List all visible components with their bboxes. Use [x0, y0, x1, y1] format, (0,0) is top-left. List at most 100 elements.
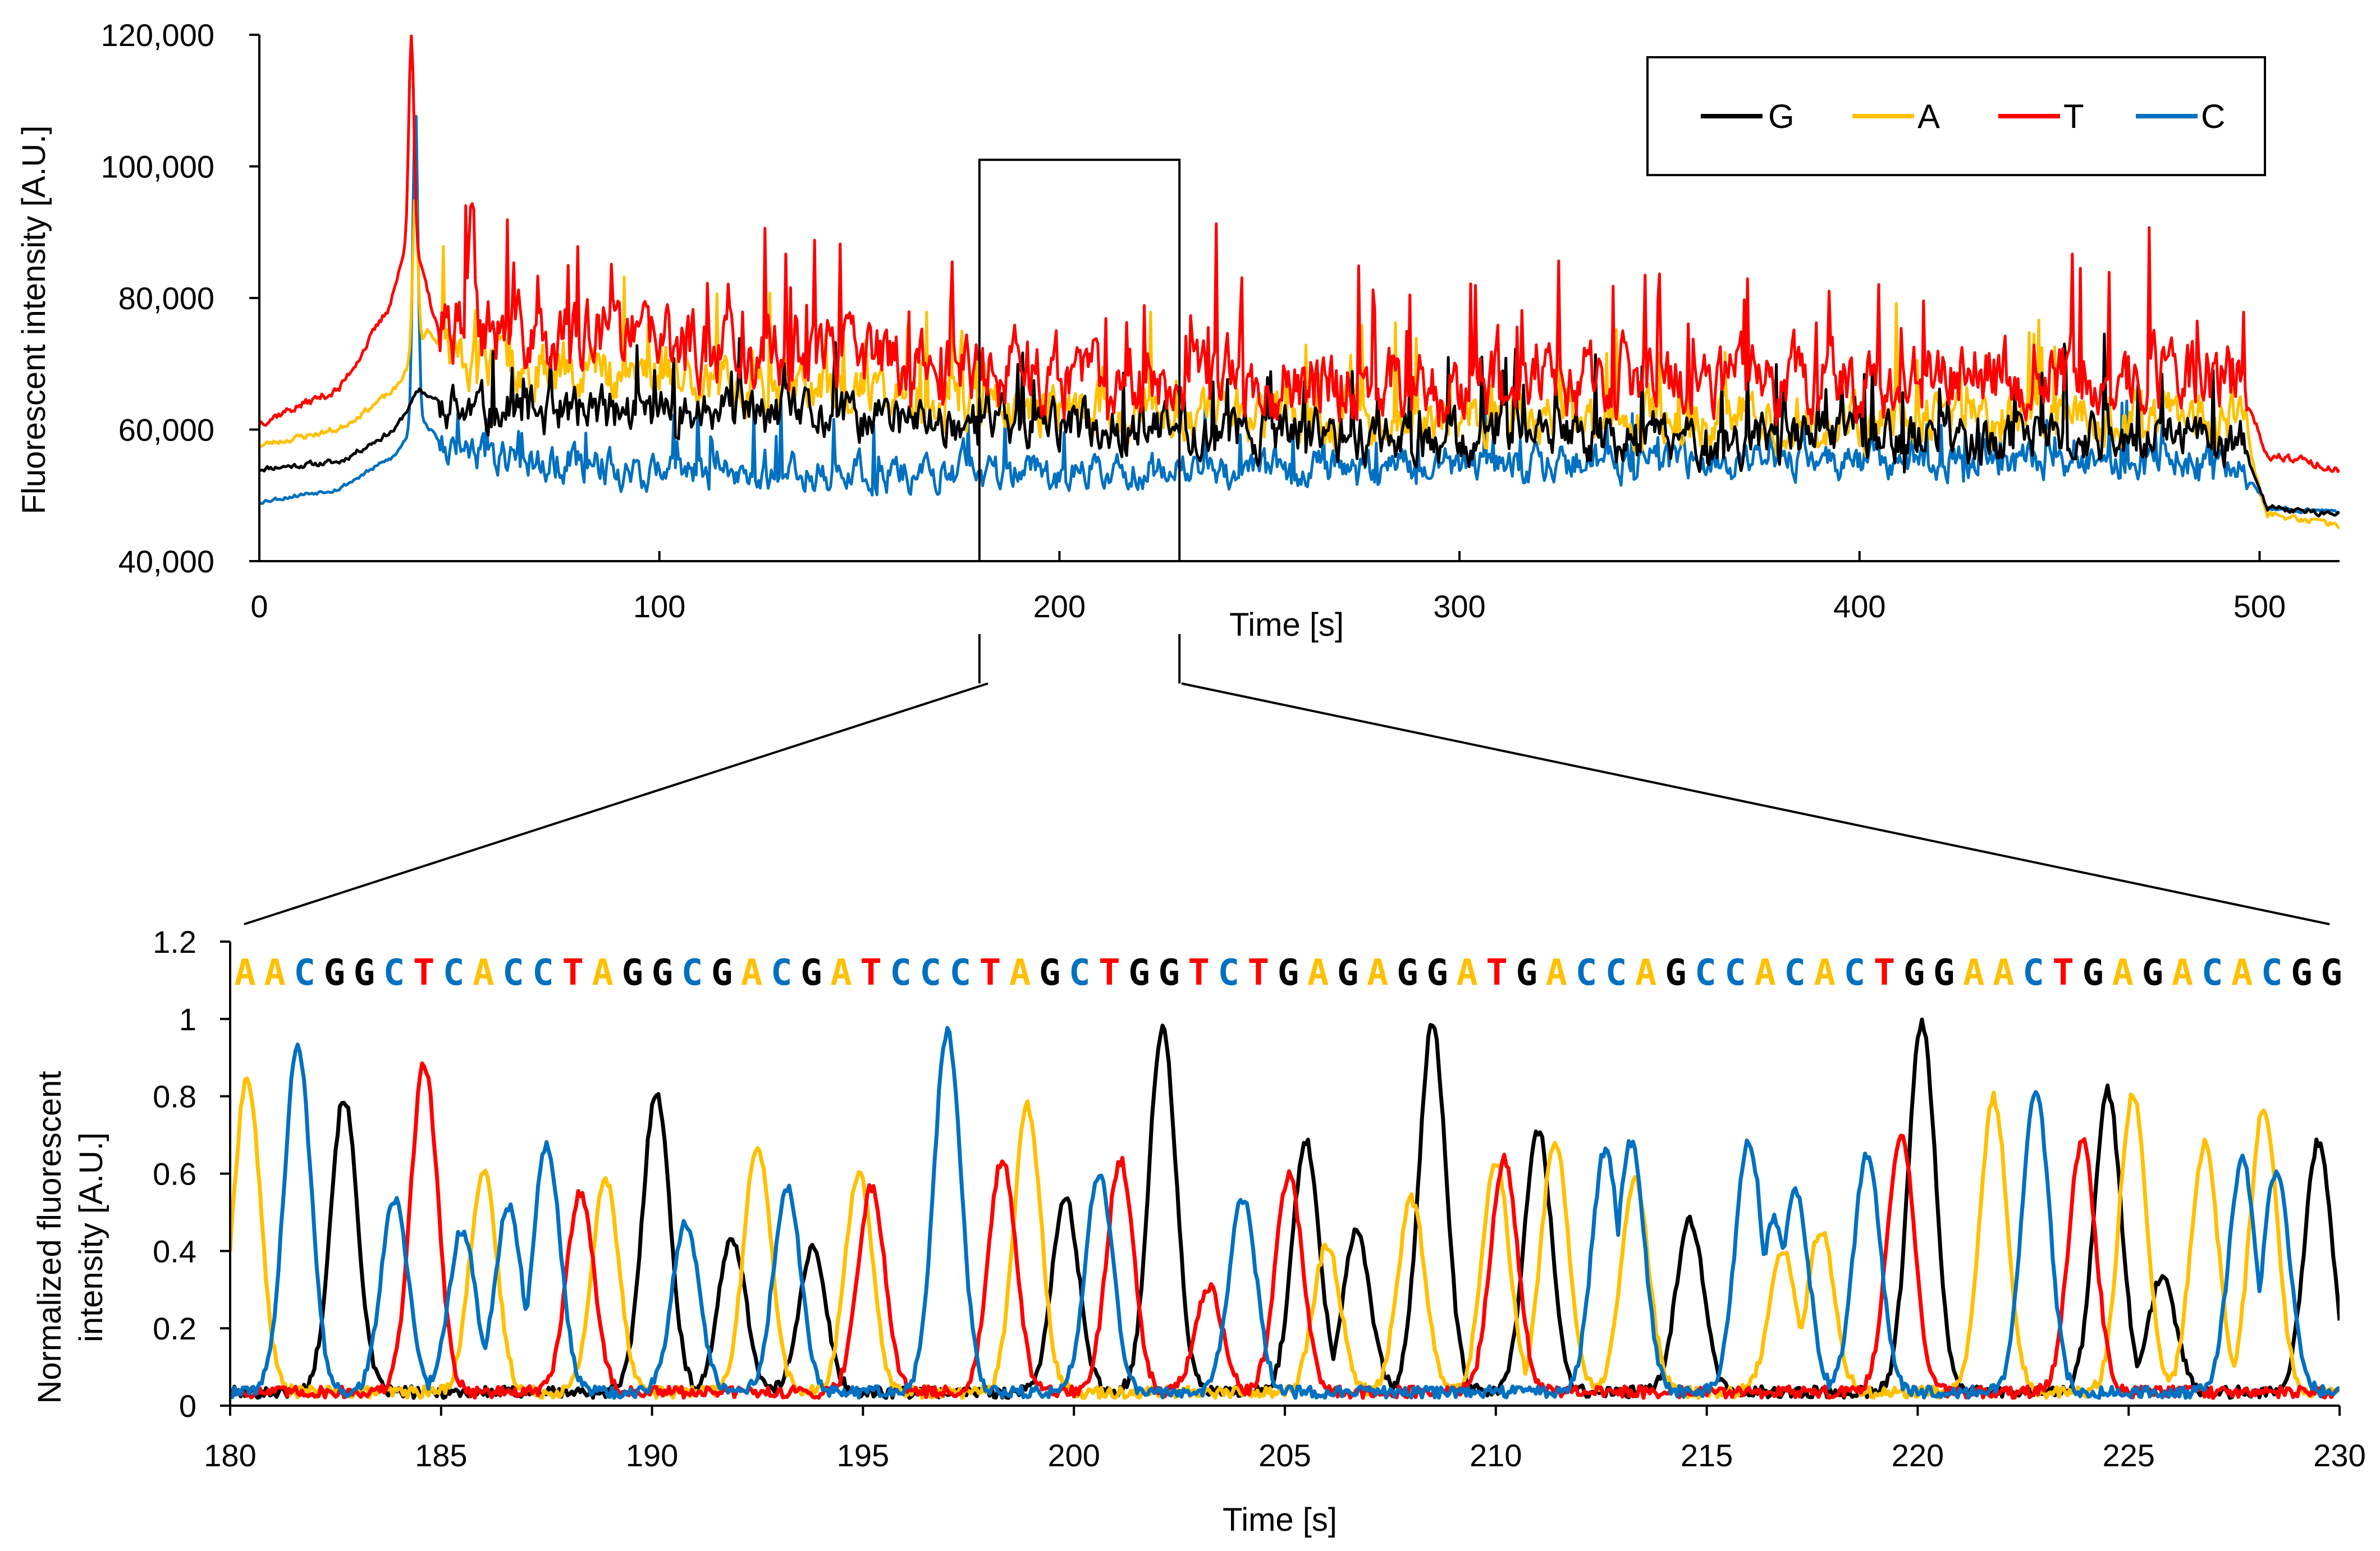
zoom-y-tick-label: 1.2: [153, 924, 196, 960]
base-call-g: G: [652, 952, 674, 994]
base-call-a: A: [2231, 952, 2253, 994]
zoom-y-tick-label: 0.2: [153, 1311, 196, 1346]
base-call-g: G: [2082, 952, 2104, 994]
base-call-a: A: [1635, 952, 1657, 994]
base-call-a: A: [1993, 952, 2015, 994]
overview-x-tick-label: 200: [1033, 589, 1086, 624]
overview-x-tick-label: 500: [2233, 589, 2286, 624]
base-call-a: A: [1754, 952, 1776, 994]
zoom-tick-labels: 0 0.2 0.4 0.6 0.8 1 1.2 180 185 190 195 200 205 210 21…: [153, 924, 2366, 1473]
zoom-x-tick-label: 205: [1258, 1438, 1311, 1473]
base-call-t: T: [860, 952, 882, 994]
zoom-y-tick-label: 0.4: [153, 1233, 196, 1269]
zoom-x-tick-label: 190: [626, 1438, 678, 1473]
zoom-x-tick-label: 230: [2313, 1438, 2365, 1473]
base-call-c: C: [2261, 952, 2283, 994]
base-call-a: A: [1814, 952, 1836, 994]
overview-y-tick-label: 120,000: [101, 17, 214, 53]
base-call-g: G: [1665, 952, 1687, 994]
zoom-series-a: [230, 1076, 2340, 1400]
zoom-series-t: [230, 1061, 2340, 1400]
overview-y-tick-label: 60,000: [118, 412, 214, 448]
overview-series-g: [259, 332, 2340, 518]
zoom-y-axis-title-line1: Normalized fluorescent: [31, 1071, 68, 1403]
overview-x-axis-title: Time [s]: [1229, 607, 1344, 643]
base-call-a: A: [2172, 952, 2194, 994]
base-call-c: C: [1605, 952, 1627, 994]
zoom-x-tick-label: 180: [204, 1438, 256, 1473]
base-call-g: G: [800, 952, 822, 994]
zoom-x-tick-label: 185: [415, 1438, 467, 1473]
legend-label-a: A: [1917, 98, 1940, 135]
base-call-c: C: [1695, 952, 1717, 994]
base-call-c: C: [502, 952, 524, 994]
base-call-c: C: [681, 952, 703, 994]
base-call-t: T: [413, 952, 435, 994]
base-call-a: A: [473, 952, 495, 994]
base-call-a: A: [1546, 952, 1568, 994]
base-call-a: A: [264, 952, 286, 994]
base-call-c: C: [920, 952, 942, 994]
base-call-c: C: [890, 952, 912, 994]
zoom-y-tick-label: 0.6: [153, 1157, 196, 1192]
overview-series-t: [259, 35, 2340, 473]
base-call-g: G: [2142, 952, 2164, 994]
base-call-g: G: [1039, 952, 1061, 994]
base-call-a: A: [234, 952, 256, 994]
overview-y-axis-title: Fluorescent intensity [A.U.]: [16, 125, 52, 514]
zoom-connector-left: [244, 682, 988, 925]
base-call-c: C: [1844, 952, 1866, 994]
base-call-g: G: [1933, 952, 1955, 994]
zoom-chart: 0 0.2 0.4 0.6 0.8 1 1.2 180 185 190 195 200 205 210 21…: [31, 924, 2366, 1538]
zoom-x-tick-label: 220: [1892, 1438, 1944, 1473]
base-call-a: A: [1963, 952, 1985, 994]
base-call-a: A: [1307, 952, 1329, 994]
legend-label-t: T: [2063, 98, 2084, 135]
zoom-window: [978, 158, 1181, 683]
base-call-g: G: [1337, 952, 1359, 994]
zoom-x-tick-label: 210: [1470, 1438, 1522, 1473]
base-call-g: G: [324, 952, 346, 994]
base-call-g: G: [1516, 952, 1538, 994]
base-call-t: T: [1486, 952, 1508, 994]
overview-x-tick-label: 400: [1833, 589, 1885, 624]
base-call-c: C: [443, 952, 465, 994]
overview-x-tick-label: 100: [633, 589, 685, 624]
base-call-c: C: [294, 952, 315, 994]
base-call-g: G: [1278, 952, 1299, 994]
base-call-c: C: [1724, 952, 1746, 994]
overview-chart: 40,000 60,000 80,000 100,000 120,000 0 100 200 3…: [16, 17, 2340, 683]
base-call-g: G: [2291, 952, 2313, 994]
legend-label-g: G: [1768, 98, 1795, 135]
base-call-c: C: [532, 952, 554, 994]
zoom-x-tick-label: 225: [2102, 1438, 2154, 1473]
base-call-c: C: [771, 952, 793, 994]
base-call-a: A: [2112, 952, 2134, 994]
base-call-c: C: [2202, 952, 2223, 994]
overview-y-tick-label: 80,000: [118, 281, 214, 316]
base-call-c: C: [1069, 952, 1091, 994]
zoom-window-rect: [978, 158, 1181, 562]
base-call-g: G: [354, 952, 376, 994]
zoom-y-tick-label: 0: [179, 1388, 196, 1424]
base-call-g: G: [1397, 952, 1418, 994]
zoom-y-axis-title-line2: intensity [A.U.]: [73, 1132, 109, 1342]
base-call-t: T: [2052, 952, 2074, 994]
base-call-t: T: [1099, 952, 1120, 994]
base-call-a: A: [830, 952, 852, 994]
zoom-x-tick-label: 215: [1681, 1438, 1733, 1473]
zoom-y-tick-label: 0.8: [153, 1079, 196, 1114]
base-call-a: A: [592, 952, 614, 994]
zoom-x-tick-label: 195: [837, 1438, 889, 1473]
base-call-g: G: [711, 952, 733, 994]
base-call-c: C: [1218, 952, 1240, 994]
zoom-x-axis-title: Time [s]: [1223, 1502, 1337, 1538]
base-call-c: C: [2022, 952, 2044, 994]
base-call-a: A: [1456, 952, 1478, 994]
overview-y-tick-label: 100,000: [101, 149, 214, 185]
overview-tick-labels: 40,000 60,000 80,000 100,000 120,000 0 100 200 3…: [101, 17, 2286, 624]
base-call-c: C: [383, 952, 405, 994]
base-call-c: C: [1784, 952, 1806, 994]
overview-x-tick-label: 0: [250, 589, 268, 624]
